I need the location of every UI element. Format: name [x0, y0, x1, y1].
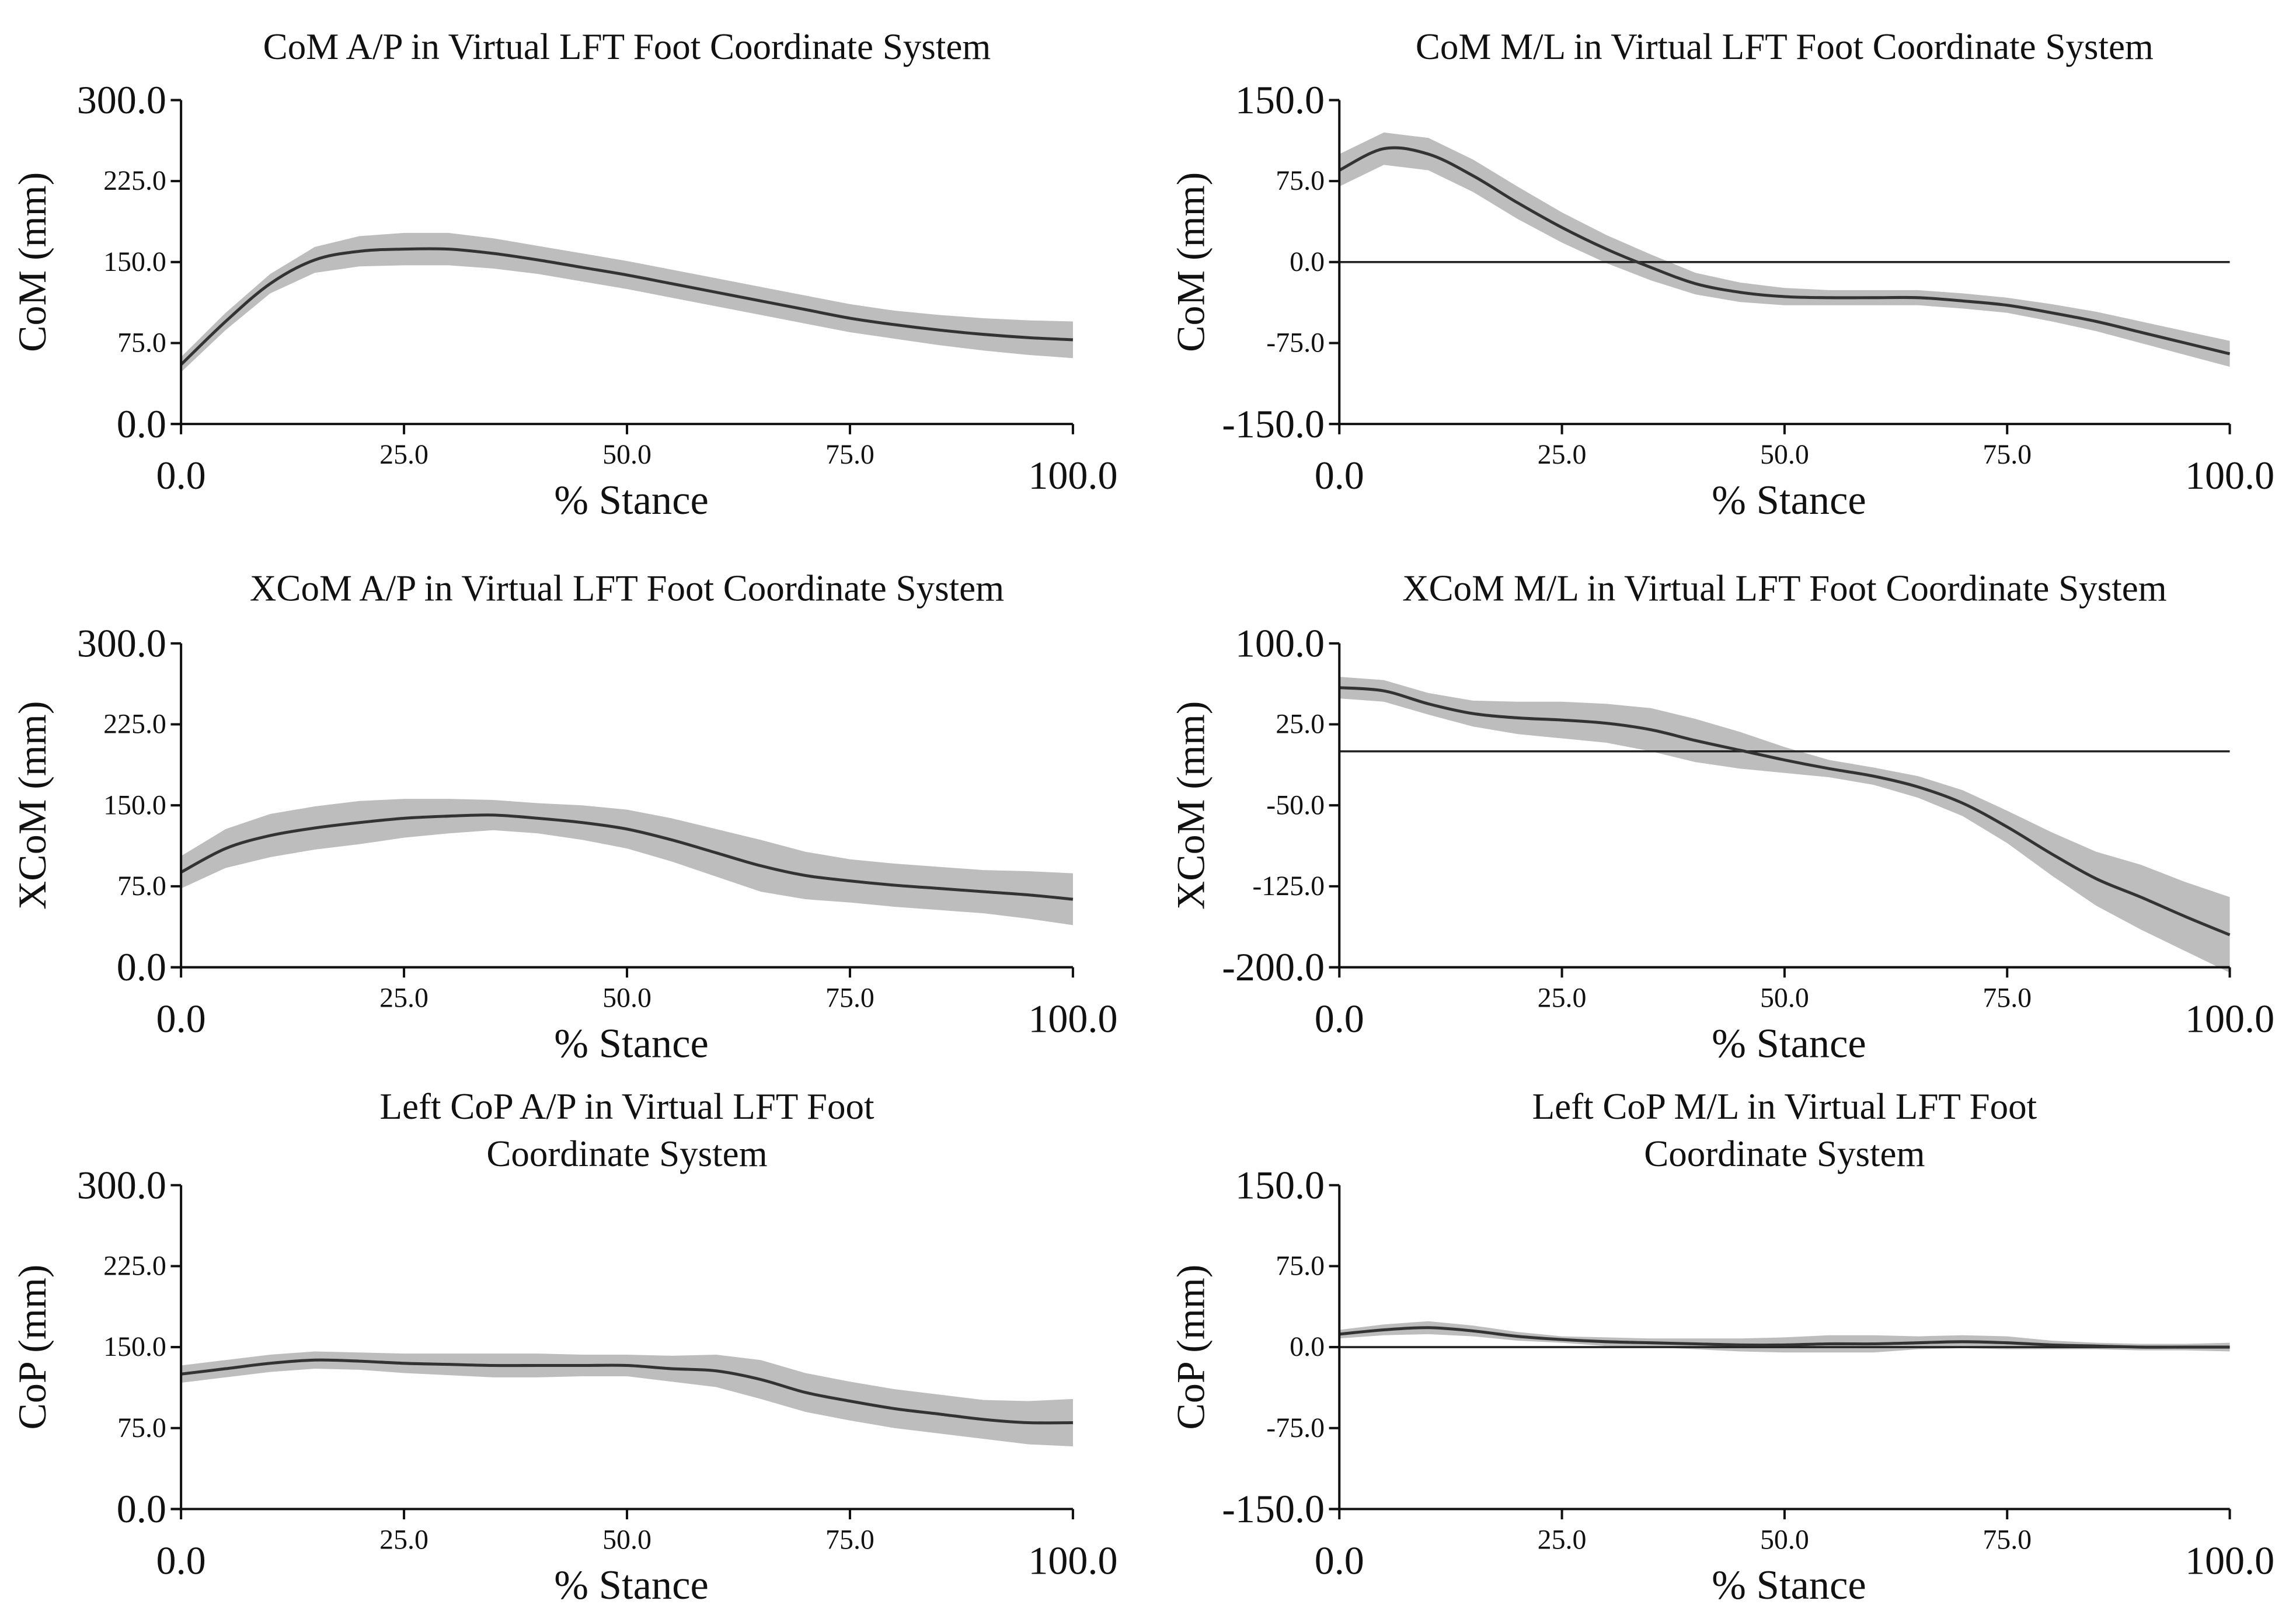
- y-tick-label: 150.0: [103, 246, 166, 277]
- sd-band: [1339, 677, 2230, 973]
- y-tick-label: 150.0: [103, 1331, 166, 1362]
- x-axis-label: % Stance: [1712, 478, 1866, 523]
- y-tick-label: 100.0: [1235, 621, 1325, 666]
- x-tick-label: 0.0: [156, 453, 206, 497]
- y-tick-label: 150.0: [1235, 78, 1325, 122]
- y-tick-label: 0.0: [117, 1487, 166, 1531]
- x-tick-label: 25.0: [1538, 1524, 1587, 1555]
- x-tick-label: 50.0: [1760, 439, 1809, 470]
- sd-band: [181, 799, 1073, 925]
- y-axis-label: CoP (mm): [10, 1265, 54, 1430]
- x-tick-label: 0.0: [1315, 453, 1364, 497]
- y-tick-label: 300.0: [77, 78, 166, 122]
- mean-line: [1339, 1326, 2230, 1349]
- y-tick-label: -50.0: [1266, 789, 1325, 820]
- x-tick-label: 100.0: [1028, 996, 1117, 1041]
- y-tick-label: 75.0: [117, 1412, 166, 1443]
- chart-title: Coordinate System: [486, 1133, 767, 1174]
- chart-title: XCoM A/P in Virtual LFT Foot Coordinate …: [250, 568, 1004, 609]
- mean-line: [180, 247, 1074, 366]
- y-tick-label: -75.0: [1266, 328, 1325, 359]
- y-tick-label: 0.0: [1290, 1331, 1325, 1362]
- y-tick-label: 0.0: [1290, 246, 1325, 277]
- x-tick-label: 25.0: [379, 983, 428, 1014]
- y-tick-label: 75.0: [1276, 1251, 1325, 1282]
- chart-panel-2: CoM M/L in Virtual LFT Foot Coordinate S…: [1168, 26, 2274, 523]
- x-tick-label: 75.0: [825, 1524, 874, 1555]
- y-tick-label: 0.0: [117, 945, 166, 989]
- y-axis-label: XCoM (mm): [1168, 701, 1213, 910]
- x-tick-label: 25.0: [1538, 439, 1587, 470]
- chart-title: Left CoP M/L in Virtual LFT Foot: [1532, 1086, 2037, 1127]
- y-tick-label: 300.0: [77, 1163, 166, 1207]
- y-tick-label: -75.0: [1266, 1412, 1325, 1443]
- y-tick-label: 75.0: [117, 871, 166, 902]
- x-tick-label: 50.0: [602, 439, 651, 470]
- chart-panel-3: XCoM A/P in Virtual LFT Foot Coordinate …: [10, 568, 1117, 1067]
- y-axis-label: CoP (mm): [1168, 1265, 1213, 1430]
- chart-title: Coordinate System: [1644, 1133, 1925, 1174]
- chart-panel-1: CoM A/P in Virtual LFT Foot Coordinate S…: [10, 26, 1117, 523]
- sd-band: [1339, 1321, 2230, 1353]
- sd-band: [181, 1351, 1073, 1447]
- x-tick-label: 75.0: [1983, 439, 2032, 470]
- chart-panel-5: Left CoP A/P in Virtual LFT Foot Coordina…: [10, 1086, 1117, 1608]
- x-tick-label: 0.0: [156, 996, 206, 1041]
- y-axis-label: XCoM (mm): [10, 701, 54, 910]
- x-tick-label: 100.0: [1028, 1538, 1117, 1582]
- x-tick-label: 50.0: [1760, 1524, 1809, 1555]
- chart-title: CoM M/L in Virtual LFT Foot Coordinate S…: [1416, 26, 2154, 67]
- x-tick-label: 0.0: [1315, 1538, 1364, 1582]
- chart-title: XCoM M/L in Virtual LFT Foot Coordinate …: [1402, 568, 2167, 609]
- y-tick-label: 225.0: [103, 1251, 166, 1282]
- mean-line: [180, 813, 1074, 901]
- chart-title: CoM A/P in Virtual LFT Foot Coordinate S…: [263, 26, 991, 67]
- sd-band: [1339, 132, 2230, 367]
- x-axis-label: % Stance: [554, 1021, 709, 1066]
- chart-panel-6: Left CoP M/L in Virtual LFT Foot Coordina…: [1168, 1086, 2274, 1608]
- x-axis-label: % Stance: [554, 478, 709, 523]
- x-tick-label: 25.0: [379, 1524, 428, 1555]
- mean-line: [1339, 686, 2231, 937]
- x-tick-label: 100.0: [1028, 453, 1117, 497]
- x-tick-label: 100.0: [2185, 453, 2274, 497]
- x-tick-label: 75.0: [825, 983, 874, 1014]
- x-tick-label: 50.0: [602, 1524, 651, 1555]
- x-tick-label: 25.0: [379, 439, 428, 470]
- y-tick-label: 225.0: [103, 165, 166, 196]
- y-tick-label: -150.0: [1222, 1487, 1325, 1531]
- y-tick-label: -150.0: [1222, 402, 1325, 446]
- y-tick-label: 225.0: [103, 709, 166, 740]
- sd-band: [181, 232, 1073, 373]
- y-tick-label: -200.0: [1222, 945, 1325, 989]
- x-tick-label: 25.0: [1538, 983, 1587, 1014]
- x-tick-label: 0.0: [156, 1538, 206, 1582]
- y-tick-label: 75.0: [117, 328, 166, 359]
- y-tick-label: 300.0: [77, 621, 166, 666]
- y-tick-label: 150.0: [1235, 1163, 1325, 1207]
- x-tick-label: 75.0: [1983, 983, 2032, 1014]
- mean-line: [1339, 146, 2231, 356]
- x-tick-label: 100.0: [2185, 996, 2274, 1041]
- chart-panel-4: XCoM M/L in Virtual LFT Foot Coordinate …: [1168, 568, 2274, 1067]
- x-tick-label: 100.0: [2185, 1538, 2274, 1582]
- y-tick-label: 25.0: [1276, 709, 1325, 740]
- y-tick-label: 150.0: [103, 789, 166, 820]
- chart-title: Left CoP A/P in Virtual LFT Foot: [380, 1086, 874, 1127]
- y-tick-label: 75.0: [1276, 165, 1325, 196]
- y-axis-label: CoM (mm): [10, 172, 54, 352]
- x-tick-label: 75.0: [825, 439, 874, 470]
- x-axis-label: % Stance: [554, 1563, 709, 1608]
- x-tick-label: 50.0: [602, 983, 651, 1014]
- y-tick-label: -125.0: [1252, 871, 1325, 902]
- x-tick-label: 0.0: [1315, 996, 1364, 1041]
- mean-line: [180, 1358, 1073, 1425]
- x-tick-label: 75.0: [1983, 1524, 2032, 1555]
- x-axis-label: % Stance: [1712, 1563, 1866, 1608]
- x-tick-label: 50.0: [1760, 983, 1809, 1014]
- y-axis-label: CoM (mm): [1168, 172, 1213, 352]
- x-axis-label: % Stance: [1712, 1021, 1866, 1066]
- y-tick-label: 0.0: [117, 402, 166, 446]
